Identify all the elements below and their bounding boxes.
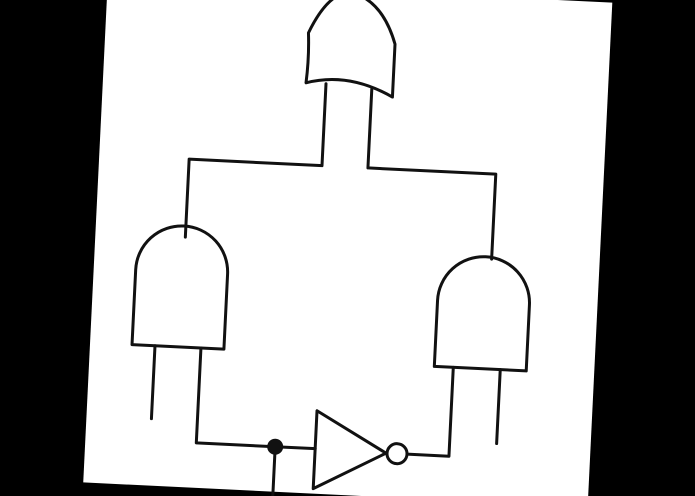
wire-or-to-left-and xyxy=(183,82,328,239)
wire-not-to-right-and xyxy=(405,365,455,458)
wire-right-and-input-2 xyxy=(495,368,502,446)
wire-junction-dot xyxy=(267,438,284,455)
not-gate xyxy=(311,409,388,491)
paper-sheet xyxy=(83,0,613,496)
not-gate-bubble xyxy=(385,442,409,466)
or-gate xyxy=(304,0,397,99)
rotated-sheet xyxy=(83,0,613,496)
and-gate-right xyxy=(432,255,531,373)
wire-or-to-right-and xyxy=(366,87,498,261)
wire-left-and-input-2 xyxy=(194,346,277,449)
wire-left-and-input-1 xyxy=(149,344,157,421)
wire-input-stub xyxy=(271,445,277,496)
and-gate-left xyxy=(130,224,230,351)
